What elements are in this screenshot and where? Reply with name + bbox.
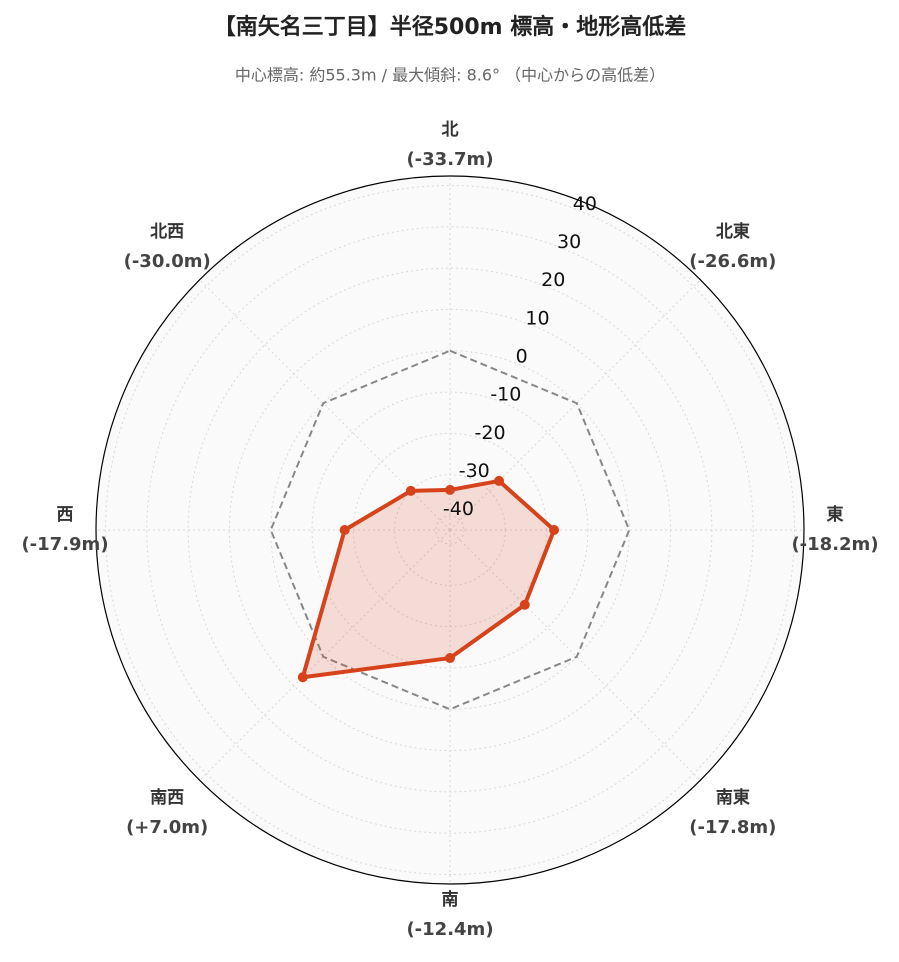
value-label: (-18.2m) [791, 534, 878, 555]
r-tick-label: 30 [557, 231, 581, 253]
category-label: 北 [442, 120, 459, 140]
category-label: 南東 [716, 787, 750, 808]
category-label: 西 [57, 505, 74, 525]
r-tick-label: -20 [475, 422, 506, 444]
value-label: (+7.0m) [126, 817, 208, 838]
value-label: (-17.9m) [21, 534, 108, 555]
grid-spoke [449, 529, 701, 781]
r-tick-label: 40 [573, 193, 597, 215]
r-tick-label: -30 [459, 460, 490, 482]
grid-circle [105, 185, 795, 875]
r-tick-label: 10 [525, 307, 549, 329]
data-point [445, 653, 455, 664]
grid-spoke [199, 529, 451, 781]
r-tick-label: -40 [443, 498, 474, 520]
grid-spoke [449, 279, 701, 531]
grid-circle [146, 226, 754, 834]
outer-frame [95, 175, 805, 885]
grid-spoke [199, 279, 451, 531]
category-label: 東 [827, 504, 844, 525]
value-label: (-26.6m) [689, 251, 776, 272]
r-tick-label: -10 [490, 384, 521, 406]
r-tick-label: 0 [516, 345, 528, 367]
category-label: 南 [442, 889, 459, 910]
category-label: 北西 [150, 222, 184, 242]
data-point [297, 672, 308, 683]
reference-line [269, 349, 631, 711]
category-label: 北東 [716, 221, 750, 242]
value-label: (-17.8m) [689, 817, 776, 838]
value-label: (-12.4m) [406, 919, 493, 940]
chart-title: 【南矢名三丁目】半径500m 標高・地形高低差 [214, 14, 687, 40]
chart-subtitle: 中心標高: 約55.3m / 最大傾斜: 8.6° （中心からの高低差） [235, 66, 665, 85]
category-label: 南西 [150, 787, 184, 808]
data-point [445, 484, 455, 495]
grid-circle [270, 350, 630, 710]
data-point [405, 485, 416, 496]
data-point [519, 599, 530, 610]
data-point [549, 525, 560, 535]
r-tick-label: 20 [541, 269, 565, 291]
value-label: (-33.7m) [406, 149, 493, 170]
data-point [494, 475, 505, 486]
grid-circle [311, 391, 589, 669]
value-label: (-30.0m) [124, 251, 211, 272]
data-point [339, 525, 350, 535]
grid-circle [435, 515, 465, 545]
